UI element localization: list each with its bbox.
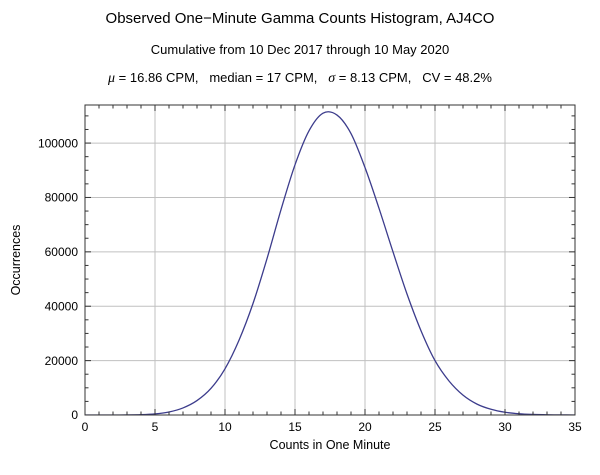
chart-subtitle: Cumulative from 10 Dec 2017 through 10 M… bbox=[150, 42, 450, 57]
x-tick-label: 20 bbox=[358, 420, 372, 434]
x-tick-label: 10 bbox=[218, 420, 232, 434]
x-tick-label: 5 bbox=[152, 420, 159, 434]
sigma-value: = 8.13 CPM, bbox=[335, 70, 423, 85]
y-tick-label: 60000 bbox=[45, 245, 79, 259]
x-axis-label: Counts in One Minute bbox=[270, 438, 391, 452]
histogram-curve bbox=[85, 111, 575, 415]
grid-layer bbox=[85, 105, 575, 415]
plot-frame bbox=[84, 104, 576, 416]
x-tick-label: 35 bbox=[568, 420, 582, 434]
curve-layer bbox=[85, 111, 575, 415]
mu-value: = 16.86 CPM, median = 17 CPM, bbox=[115, 70, 329, 85]
y-tick-label: 100000 bbox=[38, 136, 78, 150]
y-tick-label: 0 bbox=[71, 408, 78, 422]
mu-symbol: μ bbox=[108, 71, 116, 86]
y-tick-label: 80000 bbox=[45, 191, 79, 205]
stats-line: μ = 16.86 CPM, median = 17 CPM, σ = 8.13… bbox=[0, 70, 600, 87]
y-tick-label: 40000 bbox=[45, 299, 79, 313]
y-tick-label: 20000 bbox=[45, 354, 79, 368]
y-axis-label: Occurrences bbox=[9, 225, 23, 296]
cv-value: CV = 48.2% bbox=[422, 70, 492, 85]
sigma-symbol: σ bbox=[328, 71, 336, 86]
x-tick-label: 30 bbox=[498, 420, 512, 434]
label-layer: 0 5 10 15 20 25 30 35 0 20000 40000 60000 80000 10000… bbox=[9, 136, 582, 452]
x-tick-label: 0 bbox=[82, 420, 89, 434]
frame-layer bbox=[84, 104, 576, 416]
chart-title: Observed One−Minute Gamma Counts Histogr… bbox=[105, 10, 495, 27]
x-tick-label: 15 bbox=[288, 420, 302, 434]
x-tick-label: 25 bbox=[428, 420, 442, 434]
